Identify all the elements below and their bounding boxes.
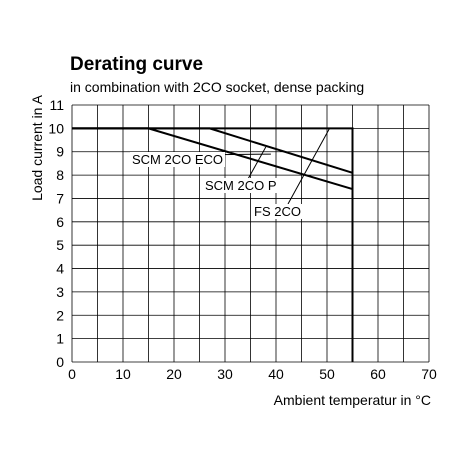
annotation-background (203, 178, 279, 193)
y-tick-label: 2 (56, 307, 64, 323)
x-tick-label: 30 (217, 366, 233, 382)
chart-subtitle: in combination with 2CO socket, dense pa… (70, 79, 364, 95)
y-tick-label: 1 (56, 331, 64, 347)
y-tick-label: 0 (56, 354, 64, 370)
y-tick-label: 8 (56, 167, 64, 183)
annotation-background (130, 152, 226, 167)
series-line-fs-2co (72, 127, 354, 362)
x-tick-label: 60 (370, 366, 386, 382)
leader-line-scm-2co-p (247, 146, 267, 180)
x-tick-label: 0 (68, 366, 76, 382)
annotation-fs-2co: FS 2CO (254, 204, 301, 219)
y-tick-label: 10 (48, 120, 64, 136)
y-tick-label: 3 (56, 284, 64, 300)
y-tick-label: 4 (56, 261, 64, 277)
series-lines (72, 127, 354, 362)
x-tick-label: 40 (268, 366, 284, 382)
tick-labels: 0 10 20 30 40 50 60 70 0 1 2 3 4 5 6 7 8 9 10 11 (48, 97, 437, 382)
annotation-scm-2co-p: SCM 2CO P (205, 178, 277, 193)
annotation-scm-2co-eco: SCM 2CO ECO (132, 152, 223, 167)
chart-title: Derating curve (70, 54, 203, 75)
y-axis-label: Load current in A (29, 94, 45, 201)
x-tick-label: 70 (421, 366, 437, 382)
grid (71, 104, 430, 363)
annotations: SCM 2CO ECO SCM 2CO P FS 2CO (130, 128, 330, 219)
x-tick-label: 10 (115, 366, 131, 382)
x-axis-label: Ambient temperatur in °C (274, 392, 431, 408)
x-tick-label: 50 (319, 366, 335, 382)
y-tick-label: 9 (56, 144, 64, 160)
leader-line-fs-2co (287, 128, 330, 205)
y-tick-label: 11 (49, 97, 64, 113)
y-tick-label: 7 (56, 190, 64, 206)
y-tick-label: 6 (56, 214, 64, 230)
y-tick-label: 5 (56, 237, 64, 253)
annotation-background (252, 204, 303, 219)
x-tick-label: 20 (166, 366, 182, 382)
